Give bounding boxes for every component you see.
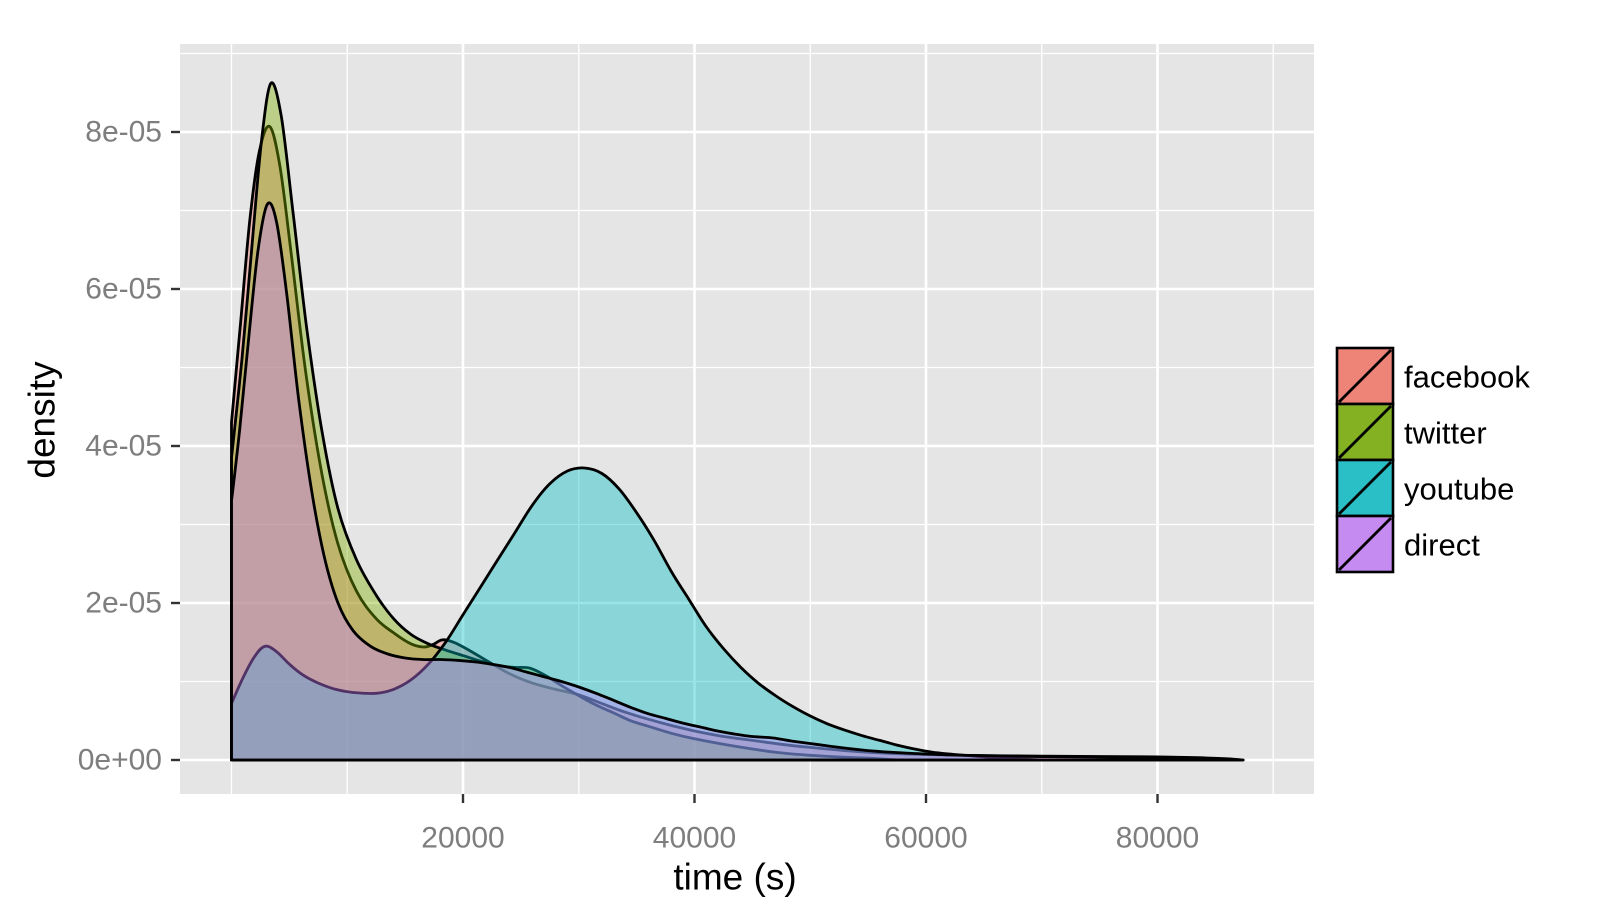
- legend-entry-facebook: facebook: [1335, 346, 1530, 406]
- y-tick-label-3: 6e-05: [85, 273, 162, 306]
- x-tick-label-1: 40000: [653, 822, 736, 855]
- y-tick-label-2: 4e-05: [85, 430, 162, 463]
- x-tick-label-0: 20000: [421, 822, 504, 855]
- x-tick-label-3: 80000: [1116, 822, 1199, 855]
- plot-panel: [180, 44, 1314, 794]
- legend-label-facebook: facebook: [1404, 360, 1530, 395]
- legend-swatch-diagonal-icon: [1338, 349, 1392, 403]
- legend-entry-youtube: youtube: [1335, 458, 1514, 518]
- grid-minor-lines: [180, 44, 1314, 794]
- legend-entry-twitter: twitter: [1335, 402, 1487, 462]
- y-tick-label-1: 2e-05: [85, 587, 162, 620]
- legend-swatch-diagonal-icon: [1338, 461, 1392, 515]
- x-axis-title: time (s): [673, 857, 796, 898]
- legend-swatch-diagonal-icon: [1338, 517, 1392, 571]
- legend-label-twitter: twitter: [1404, 416, 1487, 451]
- axis-tick-marks: [171, 130, 1159, 803]
- legend: facebook twitter youtube direct: [1335, 346, 1530, 574]
- density-curves: [230, 81, 1245, 762]
- y-tick-label-0: 0e+00: [78, 744, 162, 777]
- legend-entry-direct: direct: [1335, 514, 1480, 574]
- y-axis-title: density: [22, 361, 63, 479]
- y-tick-label-4: 8e-05: [85, 116, 162, 149]
- legend-label-youtube: youtube: [1404, 472, 1514, 507]
- density-curve-direct: [230, 201, 1245, 762]
- legend-swatch-diagonal-icon: [1338, 405, 1392, 459]
- density-curve-youtube: [230, 466, 1044, 762]
- legend-label-direct: direct: [1404, 528, 1480, 563]
- x-tick-label-2: 60000: [884, 822, 967, 855]
